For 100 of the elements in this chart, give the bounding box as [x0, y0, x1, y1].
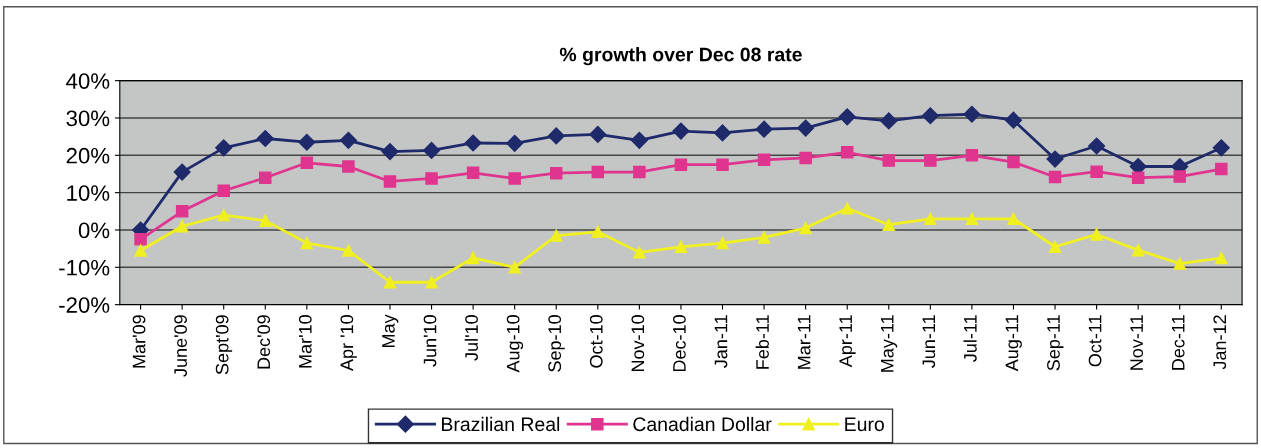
x-tick-label: Feb-11 [755, 315, 769, 369]
point [799, 221, 812, 235]
point [880, 112, 898, 130]
point [425, 172, 438, 185]
point [1173, 170, 1186, 183]
x-tick-label: Dec-10 [673, 315, 686, 372]
x-tick-label: Aug-10 [506, 315, 524, 373]
point [300, 156, 314, 170]
point [342, 244, 355, 257]
point [591, 225, 605, 239]
x-tick-label: Jun'10 [423, 315, 437, 367]
point [549, 166, 563, 180]
x-tick-label: Aug-11 [1005, 315, 1022, 372]
point [716, 236, 729, 250]
point [1048, 170, 1062, 184]
x-tick-label: Apr-11 [839, 315, 856, 368]
point [466, 251, 480, 265]
x-tick-label: Jan-11 [714, 315, 728, 368]
point [840, 146, 854, 159]
point [757, 153, 771, 167]
point [300, 236, 314, 250]
x-tick-label: Jul-11 [963, 315, 977, 362]
point [549, 229, 563, 242]
point [1088, 137, 1106, 155]
point [630, 131, 648, 149]
y-tick-label: -20% [59, 297, 110, 313]
point [259, 171, 272, 184]
point [757, 231, 771, 244]
point [1215, 162, 1228, 176]
point [466, 166, 480, 180]
legend-label: Brazilian Real [442, 416, 560, 432]
x-tick-label: May [382, 314, 399, 347]
point [173, 163, 191, 181]
point [924, 212, 937, 226]
x-tick-label: Oct-11 [1088, 315, 1102, 367]
point [134, 233, 147, 246]
y-tick-label: 30% [66, 110, 110, 127]
x-tick-label: Nov-10 [631, 315, 645, 372]
point [838, 108, 856, 126]
x-tick-label: Jul'10 [464, 315, 478, 361]
point [215, 139, 233, 157]
point [1004, 111, 1023, 129]
point [755, 120, 773, 138]
point [965, 212, 979, 226]
point [422, 141, 441, 160]
y-tick-label: 0% [78, 222, 110, 239]
point [383, 275, 397, 289]
x-tick-label: Dec'09 [257, 315, 271, 369]
point [259, 214, 272, 227]
legend-label: Euro [845, 417, 884, 432]
point [342, 160, 355, 173]
point [1007, 155, 1020, 169]
x-tick-label: Sep-10 [548, 315, 565, 372]
point [672, 122, 690, 140]
point [924, 154, 937, 167]
point [217, 184, 230, 198]
point [882, 218, 896, 231]
point [1173, 257, 1186, 270]
point [1007, 212, 1020, 226]
point [674, 158, 688, 171]
point [175, 205, 189, 218]
point [381, 143, 399, 161]
point [464, 134, 482, 152]
chart-title: % growth over Dec 08 rate [559, 47, 802, 66]
point [1131, 171, 1145, 184]
x-tick-label: Jun-11 [922, 315, 936, 368]
x-tick-label: Mar-11 [797, 315, 811, 369]
x-tick-label: Jan-12 [1213, 315, 1227, 370]
point [383, 175, 397, 188]
y-tick-label: 20% [66, 147, 110, 164]
point [921, 107, 939, 125]
point [797, 119, 815, 137]
point [963, 105, 981, 123]
point [882, 154, 896, 167]
point [1215, 251, 1228, 265]
x-tick-label: June'09 [174, 315, 187, 377]
y-tick-label: 40% [66, 73, 110, 89]
point [508, 172, 521, 185]
point [965, 149, 979, 162]
point [217, 208, 230, 222]
x-tick-label: Oct-10 [589, 315, 603, 368]
point [547, 127, 565, 145]
point [633, 165, 646, 179]
point [256, 129, 274, 148]
point [175, 219, 189, 233]
point [840, 202, 854, 215]
point [506, 134, 524, 152]
y-tick-label: -10% [59, 259, 110, 276]
legend-label: Canadian Dollar [633, 416, 772, 432]
point [1046, 150, 1064, 168]
point [508, 261, 521, 274]
point [674, 240, 688, 254]
point [713, 124, 732, 142]
point [298, 133, 316, 151]
x-tick-label: Dec-11 [1171, 315, 1185, 370]
point [591, 165, 605, 179]
x-tick-label: Mar'09 [132, 315, 146, 368]
point [339, 131, 357, 149]
x-tick-label: Apr '10 [340, 315, 357, 371]
point [134, 244, 147, 257]
